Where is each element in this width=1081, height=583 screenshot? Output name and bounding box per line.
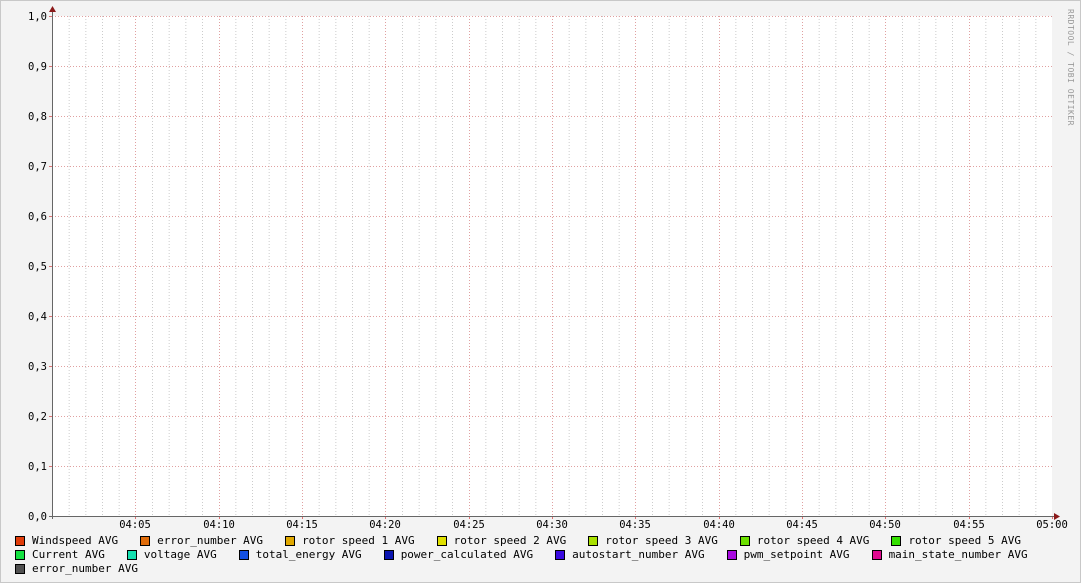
legend-item: rotor speed 1 AVG — [285, 534, 415, 547]
y-tick-label: 0,0 — [28, 511, 47, 523]
legend-item: autostart_number AVG — [555, 548, 705, 561]
y-tick-label: 0,6 — [28, 211, 47, 223]
y-tick-label: 0,8 — [28, 111, 47, 123]
x-tick-label: 04:05 — [119, 519, 151, 531]
legend-swatch — [383, 549, 394, 560]
legend-swatch — [436, 535, 447, 546]
legend-label: power_calculated AVG — [400, 548, 534, 561]
legend-item: rotor speed 3 AVG — [588, 534, 718, 547]
legend-swatch — [891, 535, 902, 546]
legend-item: power_calculated AVG — [383, 548, 534, 561]
legend-swatch — [15, 563, 25, 574]
legend-swatch — [140, 535, 151, 546]
legend-swatch — [285, 535, 296, 546]
legend-label: rotor speed 4 AVG — [756, 534, 870, 547]
legend-item: rotor speed 2 AVG — [436, 534, 567, 547]
legend-label: error_number AVG — [32, 562, 138, 575]
y-tick-label: 0,4 — [28, 311, 47, 323]
legend-swatch — [15, 549, 25, 560]
y-tick-label: 0,3 — [28, 361, 47, 373]
legend-label: pwm_setpoint AVG — [743, 548, 850, 561]
y-axis-arrow-icon — [49, 6, 56, 12]
legend-item: rotor speed 5 AVG — [891, 534, 1021, 547]
y-tick-label: 0,9 — [28, 61, 47, 73]
x-tick-label: 04:35 — [619, 519, 651, 531]
y-tick-label: 0,1 — [28, 461, 47, 473]
legend-label: error_number AVG — [157, 534, 264, 547]
legend-label: voltage AVG — [143, 548, 217, 561]
x-tick-label: 04:40 — [703, 519, 735, 531]
legend-row: error_number AVG — [15, 562, 160, 575]
legend-swatch — [588, 535, 599, 546]
legend-item: error_number AVG — [15, 562, 138, 575]
y-tick-label: 0,7 — [28, 161, 47, 173]
legend-row: Current AVG voltage AVG total_energy AVG po… — [15, 548, 1050, 561]
x-tick-label: 04:50 — [869, 519, 901, 531]
legend-label: total_energy AVG — [255, 548, 362, 561]
x-tick-label: 05:00 — [1036, 519, 1068, 531]
legend-swatch — [871, 549, 882, 560]
legend-label: Current AVG — [32, 548, 105, 561]
legend-item: total_energy AVG — [238, 548, 362, 561]
legend-swatch — [126, 549, 137, 560]
y-tick-label: 1,0 — [28, 11, 47, 23]
x-tick-label: 04:55 — [953, 519, 985, 531]
legend-swatch — [238, 549, 249, 560]
legend-label: autostart_number AVG — [572, 548, 705, 561]
legend-item: Current AVG — [15, 548, 105, 561]
legend-swatch — [555, 549, 566, 560]
legend-label: rotor speed 2 AVG — [453, 534, 567, 547]
x-tick-label: 04:15 — [286, 519, 318, 531]
legend-swatch — [726, 549, 737, 560]
y-tick-label: 0,2 — [28, 411, 47, 423]
legend-label: main_state_number AVG — [888, 548, 1028, 561]
x-tick-label: 04:25 — [453, 519, 485, 531]
x-tick-label: 04:10 — [203, 519, 235, 531]
legend-label: rotor speed 3 AVG — [605, 534, 718, 547]
x-tick-label: 04:45 — [786, 519, 818, 531]
y-tick-label: 0,5 — [28, 261, 47, 273]
legend-swatch — [739, 535, 750, 546]
watermark: RRDTOOL / TOBI OETIKER — [1066, 9, 1075, 126]
legend-row: Windspeed AVG error_number AVG rotor speed… — [15, 534, 1043, 547]
legend-item: main_state_number AVG — [871, 548, 1028, 561]
legend-item: error_number AVG — [140, 534, 263, 547]
x-tick-label: 04:20 — [369, 519, 401, 531]
legend-swatch — [15, 535, 25, 546]
legend-item: voltage AVG — [126, 548, 217, 561]
legend-label: rotor speed 5 AVG — [908, 534, 1022, 547]
legend-item: rotor speed 4 AVG — [739, 534, 870, 547]
legend-item: pwm_setpoint AVG — [726, 548, 850, 561]
legend-item: Windspeed AVG — [15, 534, 118, 547]
x-axis-arrow-icon — [1054, 513, 1060, 520]
legend-label: Windspeed AVG — [32, 534, 119, 547]
x-tick-label: 04:30 — [536, 519, 568, 531]
legend-label: rotor speed 1 AVG — [302, 534, 415, 547]
